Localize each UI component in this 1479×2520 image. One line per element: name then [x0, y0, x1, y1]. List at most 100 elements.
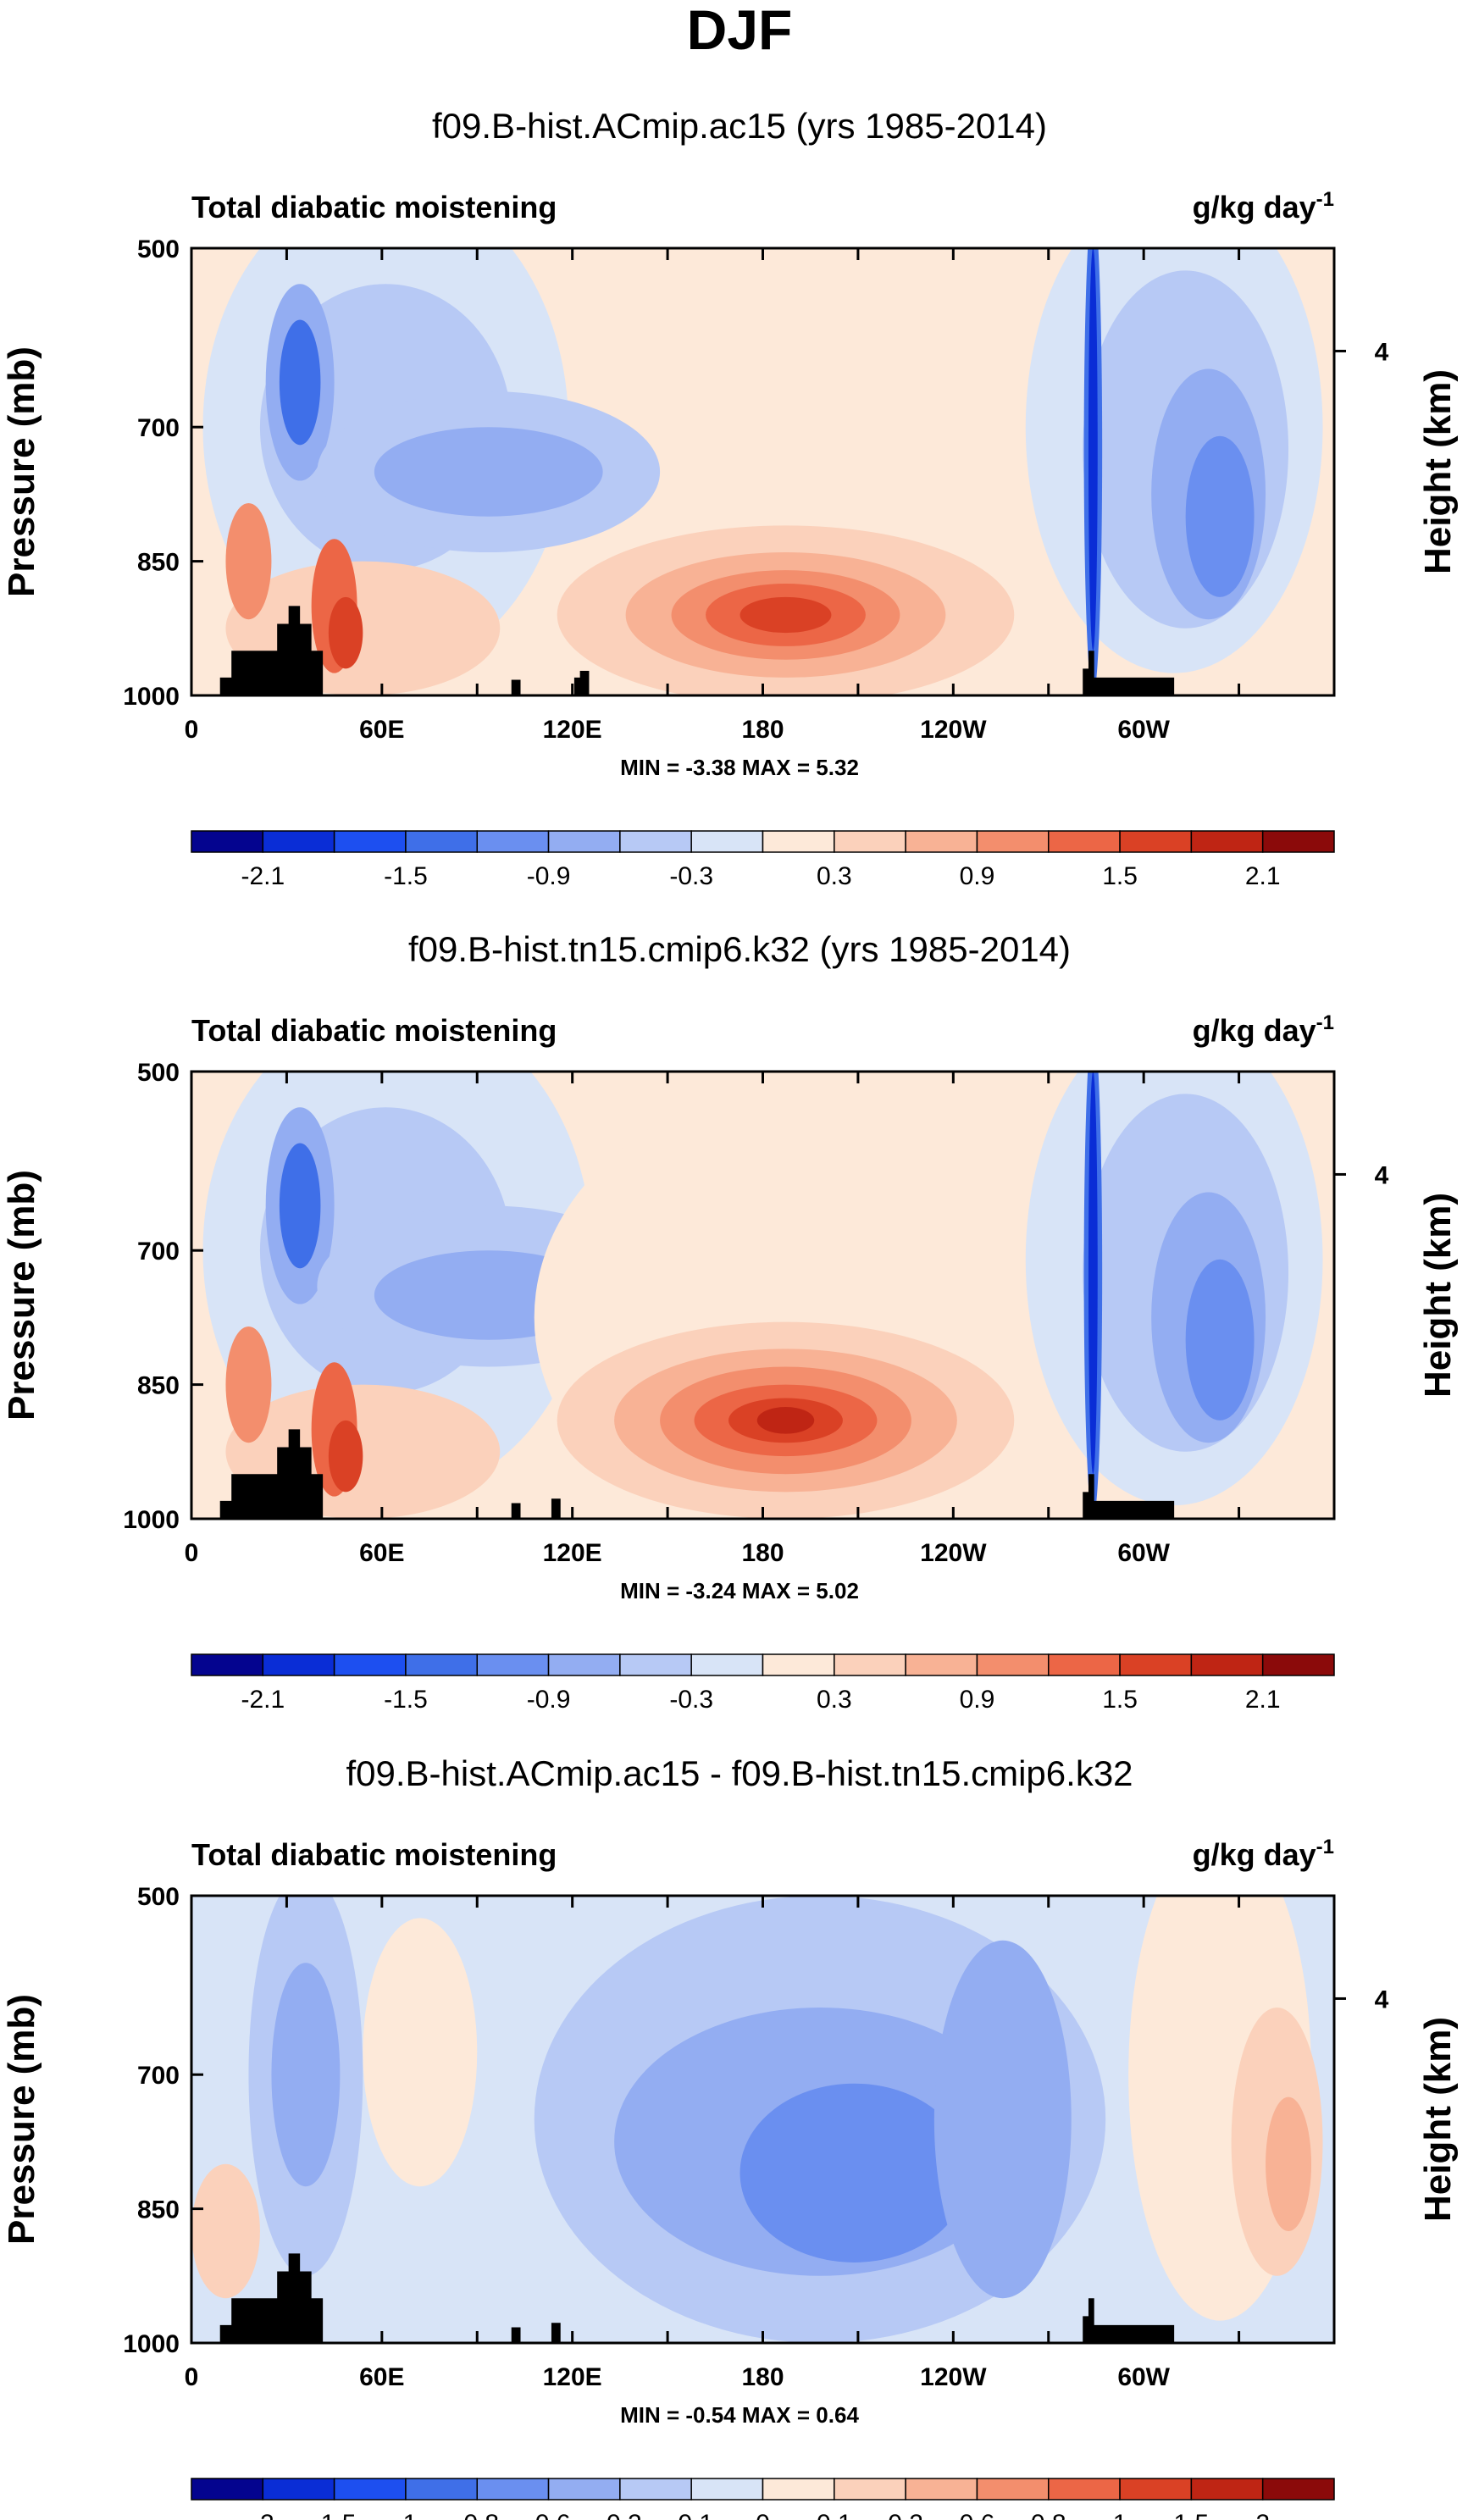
contour-region-14 — [328, 596, 363, 669]
y-tick-label: 1000 — [123, 2330, 180, 2358]
x-tick-label: 60E — [359, 2363, 404, 2391]
colorbar-box — [405, 830, 478, 853]
colorbar-box — [690, 1653, 764, 1676]
y-tick-label: 1000 — [123, 683, 180, 711]
left-label: Total diabatic moistening — [191, 1013, 557, 1048]
colorbar-box — [547, 1653, 621, 1676]
contour-region-16 — [328, 1420, 363, 1493]
colorbar-box — [547, 830, 621, 853]
colorbar-label: 0.9 — [960, 862, 995, 890]
x-tick-label: 120E — [543, 716, 602, 744]
contour-region-13 — [756, 1407, 815, 1434]
colorbar-label: -0.2 — [598, 2510, 642, 2520]
contour-region-6 — [374, 427, 603, 517]
colorbar-box — [1190, 2478, 1264, 2501]
units-label: g/kg day-1 — [1193, 188, 1334, 224]
colorbar-label: 0.9 — [960, 1686, 995, 1714]
contour-region-17 — [225, 1326, 272, 1443]
x-tick-label: 0 — [185, 1539, 199, 1567]
colorbar-label: 1 — [1113, 2510, 1127, 2520]
colorbar-label: -1.5 — [384, 862, 428, 890]
colorbar-box — [1048, 1653, 1121, 1676]
colorbar-box — [405, 2478, 478, 2501]
x-tick-label: 120E — [543, 2363, 602, 2391]
panel-2: f09.B-hist.tn15.cmip6.k32 (yrs 1985-2014… — [1, 929, 1459, 1714]
colorbar-box — [476, 1653, 550, 1676]
x-tick-label: 180 — [741, 2363, 784, 2391]
colorbar-box — [191, 1653, 264, 1676]
colorbar-box — [262, 830, 335, 853]
colorbar-box — [619, 1653, 692, 1676]
min-max-label: MIN = -0.54 MAX = 0.64 — [620, 2402, 859, 2428]
y-tick-label: 700 — [137, 1238, 180, 1266]
units-label: g/kg day-1 — [1193, 1011, 1334, 1048]
y-tick-label: 700 — [137, 2062, 180, 2090]
colorbar-box — [690, 2478, 764, 2501]
colorbar-box — [976, 830, 1050, 853]
colorbar-box — [1190, 1653, 1264, 1676]
y-tick-label: 500 — [137, 235, 180, 263]
colorbar-label: 0.3 — [817, 862, 852, 890]
colorbar-box — [1261, 830, 1335, 853]
colorbar-box — [834, 2478, 906, 2501]
field — [191, 248, 1334, 695]
colorbar-box — [690, 830, 764, 853]
colorbar-box — [1119, 2478, 1193, 2501]
y-tick-label: 850 — [137, 549, 180, 577]
min-max-label: MIN = -3.24 MAX = 5.02 — [620, 1578, 859, 1603]
colorbar-label: 1.5 — [1174, 2510, 1210, 2520]
field — [191, 1072, 1334, 1519]
colorbar-label: -1 — [395, 2510, 418, 2520]
panel-title: f09.B-hist.ACmip.ac15 (yrs 1985-2014) — [432, 106, 1047, 146]
x-tick-label: 0 — [185, 2363, 199, 2391]
panel-1: f09.B-hist.ACmip.ac15 (yrs 1985-2014) Tot… — [1, 106, 1459, 890]
colorbar-box — [262, 2478, 335, 2501]
colorbar-box — [762, 830, 835, 853]
panels: f09.B-hist.ACmip.ac15 (yrs 1985-2014) Tot… — [1, 106, 1459, 2520]
y-axis-label: Pressure (mb) — [1, 1994, 42, 2245]
colorbar-label: 0.1 — [817, 2510, 852, 2520]
colorbar-label: -0.9 — [527, 862, 571, 890]
colorbar-label: -2 — [252, 2510, 274, 2520]
colorbar-box — [333, 1653, 407, 1676]
colorbar-box — [762, 1653, 835, 1676]
y-axis-label-right: Height (km) — [1417, 369, 1459, 574]
x-tick-label: 60W — [1117, 1539, 1170, 1567]
colorbar-label: -0.3 — [669, 862, 713, 890]
colorbar-label: -0.1 — [669, 2510, 713, 2520]
colorbar-label: -2.1 — [241, 862, 285, 890]
contour-region-6 — [271, 1963, 341, 2187]
contour-region-21 — [1088, 248, 1098, 651]
colorbar-label: -0.6 — [527, 2510, 571, 2520]
y-tick-label: 700 — [137, 414, 180, 442]
contour-region-3 — [740, 2083, 969, 2262]
contour-region-4 — [279, 1143, 321, 1269]
colorbar-box — [834, 1653, 906, 1676]
x-tick-label: 60E — [359, 1539, 404, 1567]
units-label: g/kg day-1 — [1193, 1836, 1334, 1872]
colorbar-label: -1.5 — [384, 1686, 428, 1714]
panel-title: f09.B-hist.tn15.cmip6.k32 (yrs 1985-2014… — [408, 929, 1071, 969]
colorbar-box — [476, 2478, 550, 2501]
colorbar-box — [905, 1653, 978, 1676]
colorbar-box — [262, 1653, 335, 1676]
contour-region-19 — [1185, 435, 1255, 597]
colorbar-box — [762, 2478, 835, 2501]
colorbar-label: 1.5 — [1102, 1686, 1138, 1714]
terrain-block-2 — [573, 677, 584, 695]
terrain-mask — [219, 2253, 1175, 2343]
colorbar-box — [619, 2478, 692, 2501]
contour-region-7 — [363, 1918, 478, 2187]
colorbar-box — [1048, 2478, 1121, 2501]
colorbar-label: -0.8 — [455, 2510, 499, 2520]
colorbar-box — [547, 2478, 621, 2501]
colorbar-box — [191, 2478, 264, 2501]
terrain-block-1 — [511, 2327, 521, 2343]
y-tick-label: 500 — [137, 1883, 180, 1911]
colorbar-box — [834, 830, 906, 853]
contour-region-11 — [191, 2163, 260, 2299]
contour-region-11 — [740, 596, 832, 634]
y-right-tick-label: 4 — [1375, 1986, 1389, 2013]
x-tick-label: 120W — [920, 2363, 987, 2391]
y-right-tick-label: 4 — [1375, 338, 1389, 366]
